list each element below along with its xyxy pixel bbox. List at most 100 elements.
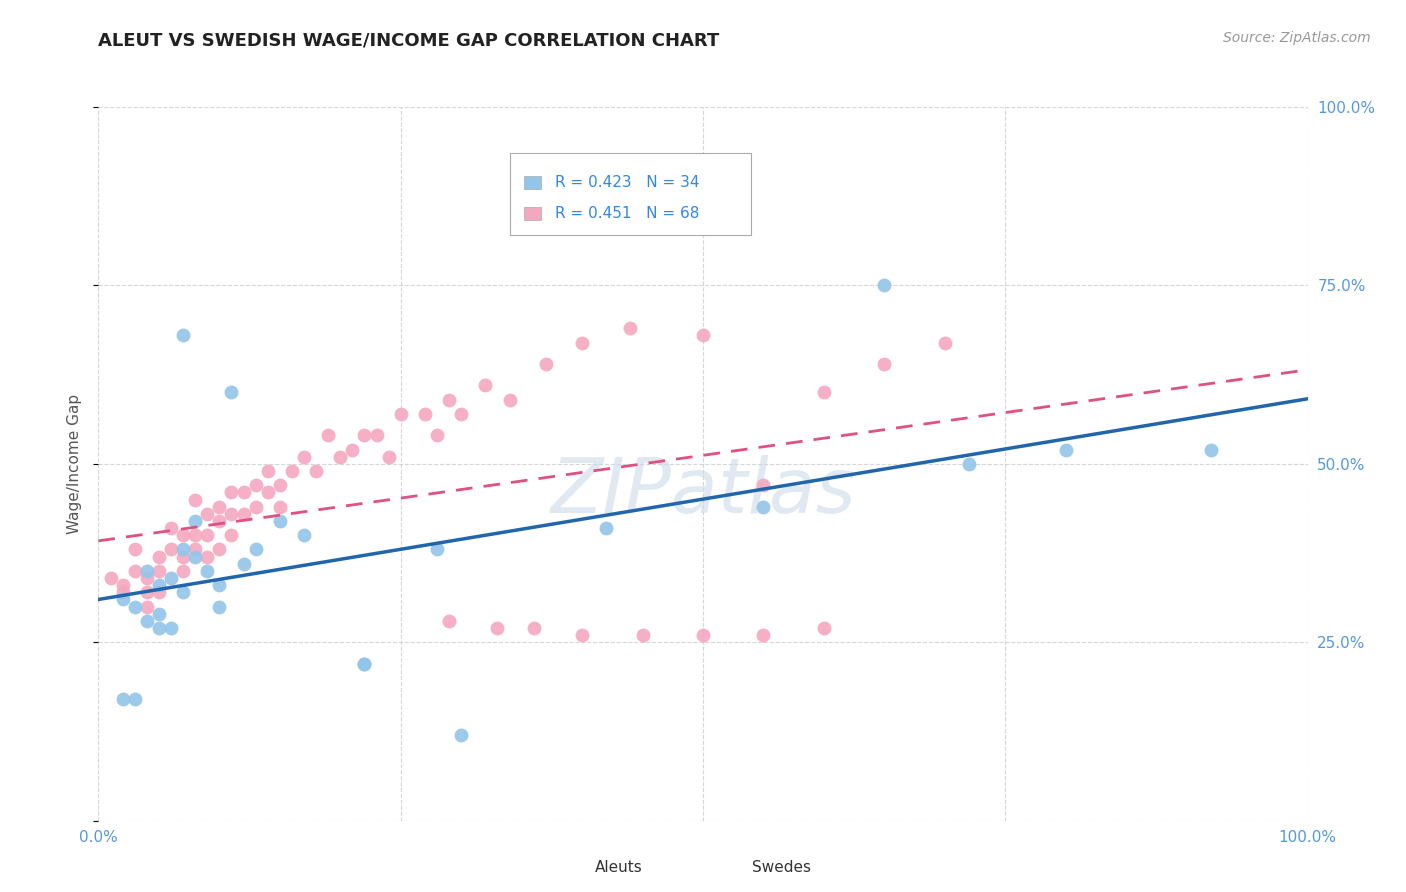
Point [208, 599, 231, 614]
Point [245, 478, 267, 492]
Text: Source: ZipAtlas.com: Source: ZipAtlas.com [1223, 31, 1371, 45]
Point [208, 514, 231, 528]
Point [413, 407, 436, 421]
Point [221, 485, 243, 500]
Bar [509, 153, 751, 235]
Point [269, 478, 291, 492]
Point [450, 407, 472, 421]
Point [437, 392, 460, 407]
Bar [727, 861, 754, 873]
Point [208, 542, 231, 557]
Point [221, 507, 243, 521]
Point [111, 692, 134, 706]
Point [100, 571, 122, 585]
Point [124, 564, 146, 578]
Point [595, 521, 617, 535]
Bar [564, 861, 591, 873]
Point [172, 564, 194, 578]
Point [752, 500, 775, 514]
Point [498, 392, 520, 407]
Point [523, 621, 546, 635]
Text: Swedes: Swedes [752, 860, 811, 874]
Point [232, 485, 254, 500]
Point [292, 450, 315, 464]
Text: ALEUT VS SWEDISH WAGE/INCOME GAP CORRELATION CHART: ALEUT VS SWEDISH WAGE/INCOME GAP CORRELA… [98, 31, 720, 49]
Point [160, 621, 183, 635]
Point [377, 450, 399, 464]
Point [232, 557, 254, 571]
Point [342, 442, 364, 457]
Point [426, 428, 449, 442]
Point [474, 378, 496, 392]
Point [124, 692, 146, 706]
Point [269, 500, 291, 514]
Point [1054, 442, 1077, 457]
Point [813, 621, 835, 635]
Point [292, 528, 315, 542]
Point [269, 514, 291, 528]
Point [1199, 442, 1222, 457]
Text: R = 0.451   N = 68: R = 0.451 N = 68 [555, 206, 700, 221]
Point [534, 357, 557, 371]
Point [692, 628, 714, 642]
Point [316, 428, 339, 442]
Point [160, 571, 183, 585]
Bar [524, 177, 541, 189]
Bar [524, 207, 541, 219]
Point [208, 578, 231, 592]
Point [184, 492, 207, 507]
Point [437, 614, 460, 628]
Point [232, 507, 254, 521]
Point [135, 585, 157, 599]
Point [353, 428, 375, 442]
Text: R = 0.423   N = 34: R = 0.423 N = 34 [555, 175, 700, 190]
Point [486, 621, 509, 635]
Point [148, 621, 170, 635]
Point [148, 564, 170, 578]
Point [124, 599, 146, 614]
Point [873, 357, 896, 371]
Point [172, 528, 194, 542]
Point [135, 571, 157, 585]
Point [195, 564, 218, 578]
Point [873, 278, 896, 293]
Y-axis label: Wage/Income Gap: Wage/Income Gap [67, 393, 83, 534]
Point [957, 457, 980, 471]
Point [148, 585, 170, 599]
Point [353, 657, 375, 671]
Point [195, 507, 218, 521]
Point [619, 321, 641, 335]
Point [172, 328, 194, 343]
Point [256, 485, 278, 500]
Point [752, 478, 775, 492]
Point [934, 335, 956, 350]
Point [366, 428, 388, 442]
Point [184, 514, 207, 528]
Point [124, 542, 146, 557]
Point [813, 385, 835, 400]
Point [256, 464, 278, 478]
Point [692, 328, 714, 343]
Point [353, 657, 375, 671]
Point [305, 464, 328, 478]
Point [111, 578, 134, 592]
Point [571, 335, 593, 350]
Point [135, 614, 157, 628]
Point [172, 549, 194, 564]
Point [389, 407, 412, 421]
Point [184, 549, 207, 564]
Point [221, 528, 243, 542]
Text: ZIPatlas: ZIPatlas [550, 456, 856, 529]
Point [148, 549, 170, 564]
Point [426, 542, 449, 557]
Point [184, 528, 207, 542]
Point [160, 542, 183, 557]
Point [752, 628, 775, 642]
Point [172, 542, 194, 557]
Point [160, 521, 183, 535]
Point [135, 564, 157, 578]
Point [172, 585, 194, 599]
Point [111, 585, 134, 599]
Point [148, 578, 170, 592]
Point [111, 592, 134, 607]
